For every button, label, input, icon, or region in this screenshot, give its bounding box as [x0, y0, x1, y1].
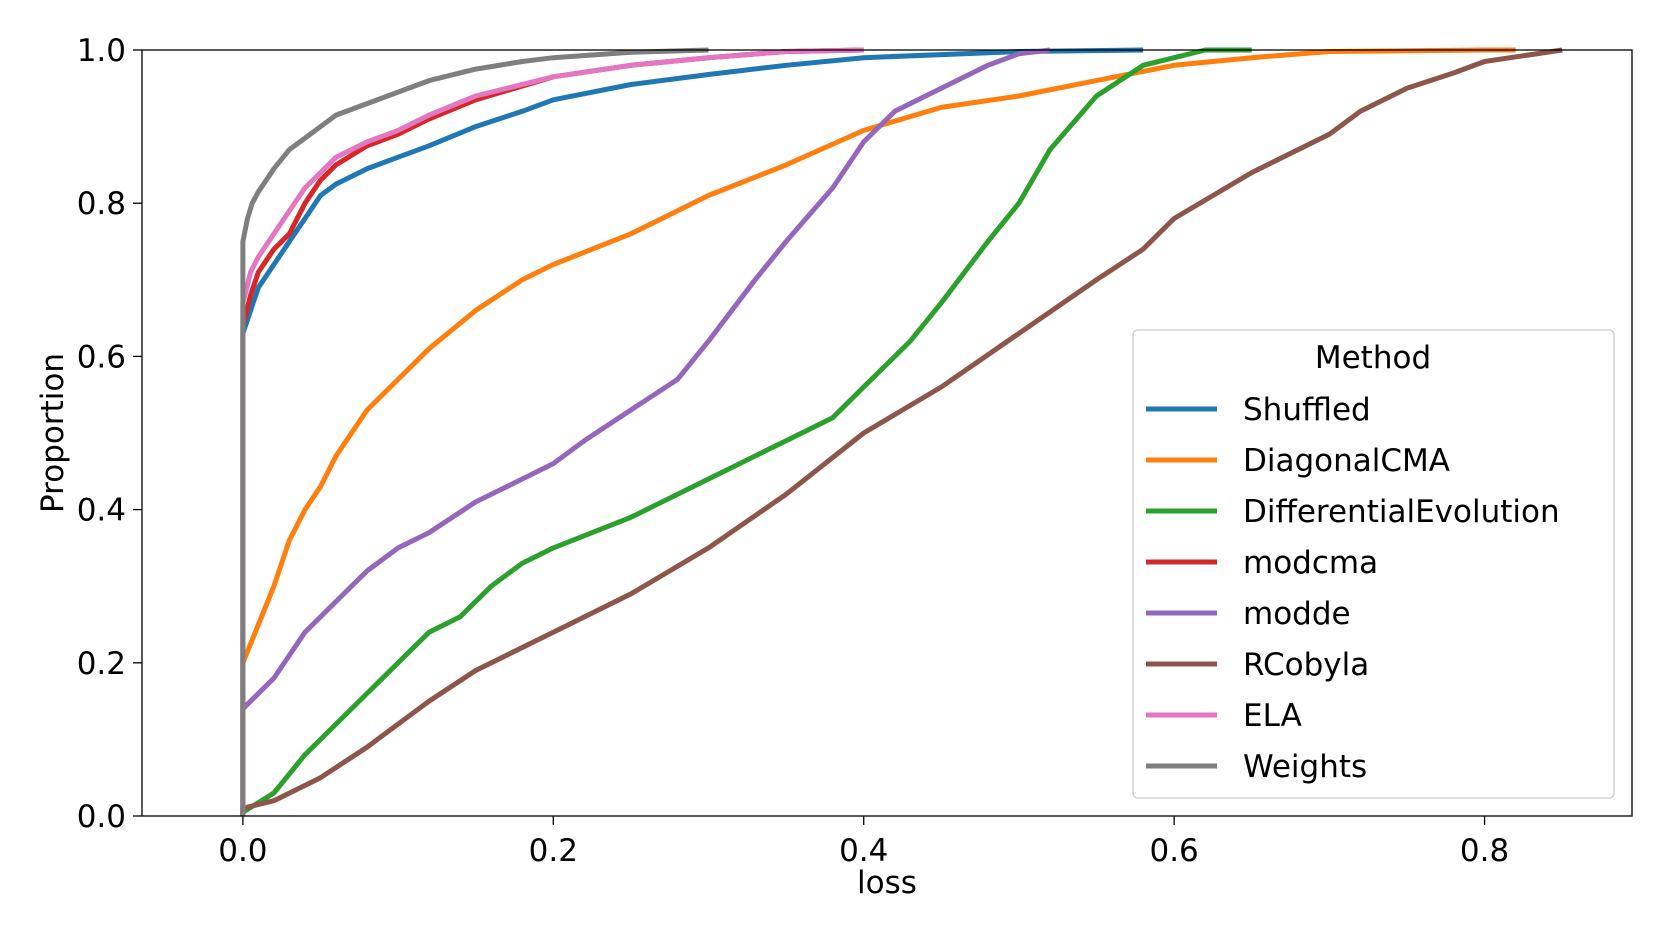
legend-label-rcobyla: RCobyla [1243, 647, 1369, 683]
legend-label-ela: ELA [1243, 698, 1302, 734]
legend: Method Shuffled DiagonalCMA DifferentialEv… [1132, 329, 1615, 799]
legend-title: Method [1315, 340, 1431, 376]
y-axis-label: Proportion [35, 353, 71, 513]
x-axis-ticks: 0.0 0.2 0.4 0.6 0.8 [218, 816, 1509, 869]
legend-label-differentialevolution: DifferentialEvolution [1243, 494, 1560, 530]
x-axis-label: loss [857, 865, 917, 901]
series-line-shuffled [240, 47, 1144, 816]
y-tick-label: 1.0 [77, 33, 126, 69]
x-tick-label: 0.8 [1460, 833, 1509, 869]
y-tick-label: 0.4 [77, 493, 126, 529]
series-layer [240, 47, 1563, 816]
x-tick-label: 0.6 [1149, 833, 1198, 869]
series-line-ela [240, 47, 864, 816]
y-tick-label: 0.0 [77, 799, 126, 835]
x-tick-label: 0.2 [529, 833, 578, 869]
y-tick-label: 0.6 [77, 339, 126, 375]
series-line-diagonalcma [240, 47, 1516, 816]
x-tick-label: 0.4 [839, 833, 888, 869]
y-tick-label: 0.2 [77, 646, 126, 682]
legend-label-modcma: modcma [1243, 545, 1378, 581]
plot-frame [141, 49, 1633, 817]
legend-label-weights: Weights [1243, 749, 1367, 785]
series-line-weights [240, 47, 709, 816]
legend-label-modde: modde [1243, 596, 1351, 632]
series-line-modde [240, 47, 1051, 816]
series-line-rcobyla [240, 47, 1563, 816]
legend-label-diagonalcma: DiagonalCMA [1243, 443, 1450, 479]
y-axis-ticks: 0.0 0.2 0.4 0.6 0.8 1.0 [77, 33, 142, 835]
series-line-differentialevolution [240, 47, 1252, 816]
legend-label-shuffled: Shuffled [1243, 392, 1371, 428]
y-tick-label: 0.8 [77, 186, 126, 222]
legend-entries: Shuffled DiagonalCMA DifferentialEvolution… [1146, 392, 1560, 785]
legend-frame [1132, 329, 1615, 799]
x-tick-label: 0.0 [218, 833, 267, 869]
